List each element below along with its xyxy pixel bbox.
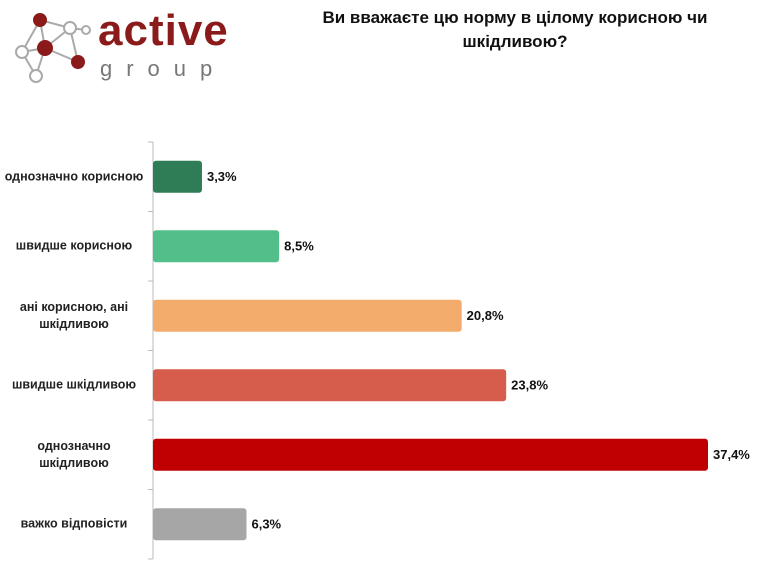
value-label: 37,4% bbox=[713, 447, 750, 462]
bar bbox=[153, 160, 202, 193]
value-label: 20,8% bbox=[467, 308, 504, 323]
bar bbox=[153, 508, 247, 541]
bar bbox=[153, 438, 708, 471]
category-label: ані корисною, ані шкідливою bbox=[19, 299, 129, 331]
logo-sub: group bbox=[100, 56, 227, 81]
category-label: швидше корисною bbox=[15, 238, 133, 253]
value-label: 8,5% bbox=[284, 239, 314, 254]
value-label: 3,3% bbox=[207, 169, 237, 184]
category-label: однозначно корисною bbox=[4, 169, 144, 184]
value-label: 23,8% bbox=[511, 378, 548, 393]
value-label: 6,3% bbox=[251, 517, 281, 532]
category-label: однозначно шкідливою bbox=[37, 438, 111, 470]
bar bbox=[153, 369, 507, 402]
bar bbox=[153, 299, 462, 332]
category-label: швидше шкідливою bbox=[11, 377, 137, 392]
logo-name: active bbox=[98, 6, 229, 55]
bar bbox=[153, 230, 280, 263]
logo-icon bbox=[15, 13, 91, 83]
chart-title: Ви вважаєте цю норму в цілому корисною ч… bbox=[322, 8, 708, 51]
category-label: важко відповісти bbox=[20, 516, 128, 531]
